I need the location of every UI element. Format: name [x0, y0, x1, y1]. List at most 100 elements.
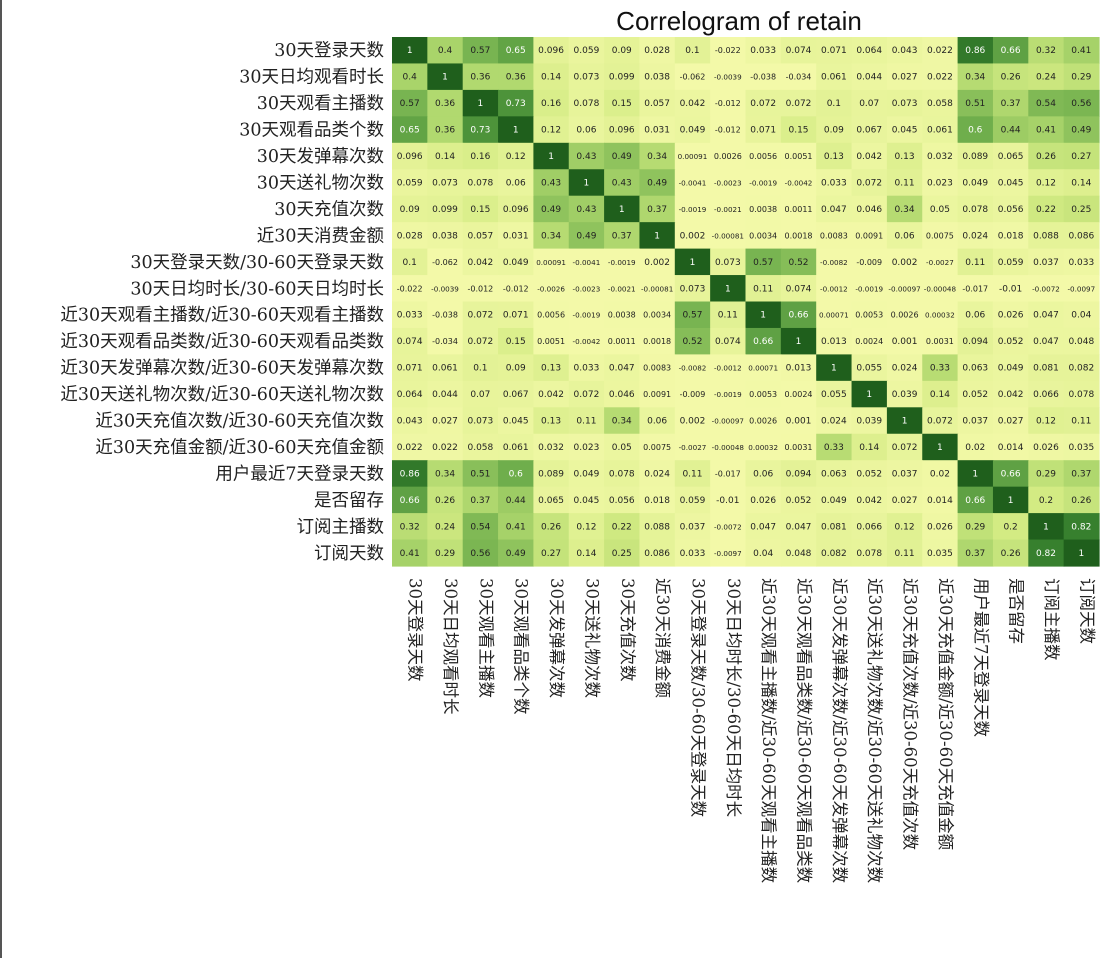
heatmap-cell [745, 433, 782, 461]
heatmap-cell-value: 0.074 [786, 46, 812, 56]
heatmap-cell [816, 460, 853, 488]
heatmap-cell [639, 142, 676, 170]
heatmap-cell-value: 0.11 [965, 258, 985, 268]
heatmap-cell [1028, 275, 1065, 303]
heatmap-cell-value: 0.028 [397, 231, 423, 241]
y-tick-label: 30天登录天数 [274, 41, 384, 61]
heatmap-cell-value: 0.6 [968, 126, 983, 136]
heatmap-cell-value: 0.048 [786, 549, 812, 559]
heatmap-cell [462, 539, 499, 567]
heatmap-cell [427, 142, 464, 170]
heatmap-cell [604, 63, 641, 91]
heatmap-cell [498, 89, 534, 117]
heatmap-cell [462, 275, 499, 303]
heatmap-cell [992, 486, 1029, 514]
heatmap-cell-value: 0.06 [965, 311, 985, 321]
heatmap-cell [886, 142, 923, 170]
y-tick-label: 是否留存 [314, 491, 384, 511]
heatmap-cell-value: 0.074 [715, 337, 741, 347]
heatmap-cell-value: 0.038 [432, 231, 458, 241]
heatmap-cell [674, 407, 711, 435]
heatmap-cell [639, 433, 676, 461]
heatmap-cell [568, 380, 605, 408]
heatmap-cell-value: 0.11 [753, 284, 773, 294]
heatmap-cell [1028, 327, 1065, 355]
heatmap-cell-value: 0.36 [435, 99, 455, 109]
heatmap-cell-value: 0.37 [470, 496, 490, 506]
heatmap-cell [1028, 407, 1065, 435]
heatmap-cell [498, 539, 534, 567]
heatmap-cell-value: -0.0041 [679, 178, 707, 187]
heatmap-cell-value: -0.0039 [431, 284, 459, 293]
heatmap-cell [851, 539, 888, 567]
x-tick-label: 近30天充值金额/近30-60天充值金额 [936, 578, 955, 851]
heatmap-cell [674, 222, 711, 250]
heatmap-cell [674, 354, 711, 382]
heatmap-cell [498, 460, 534, 488]
heatmap-cell [922, 89, 959, 117]
heatmap-cell-value: -0.0082 [820, 258, 848, 267]
heatmap-cell [1028, 116, 1065, 144]
heatmap-cell-value: 0.05 [612, 443, 632, 453]
heatmap-cell [674, 433, 711, 461]
heatmap-cell-value: 0.41 [506, 522, 526, 532]
heatmap-cell-value: -0.009 [680, 390, 706, 399]
heatmap-cell-value: 0.088 [1033, 231, 1059, 241]
heatmap-cell-value: 0.57 [470, 46, 490, 56]
heatmap-cell-value: -0.0023 [573, 284, 601, 293]
heatmap-cell-value: 0.0026 [749, 417, 777, 426]
x-tick-label: 30天日均观看时长 [441, 578, 460, 715]
heatmap-cell-value: 0.049 [574, 469, 600, 479]
heatmap-cell [886, 248, 923, 276]
heatmap-cell-value: 0.086 [644, 549, 670, 559]
heatmap-cell-value: 0.0011 [785, 205, 813, 214]
heatmap-cell [780, 354, 817, 382]
x-tick-label: 订阅天数 [1077, 578, 1096, 645]
heatmap-cell [816, 539, 853, 567]
heatmap-cell-value: 0.037 [1033, 258, 1059, 268]
heatmap-cell [1063, 89, 1100, 117]
y-tick-label: 用户最近7天登录天数 [215, 464, 384, 484]
heatmap-cell [710, 275, 747, 303]
heatmap-cell [462, 169, 499, 197]
heatmap-cell-value: 0.29 [965, 522, 985, 532]
heatmap-cell-value: 0.042 [856, 152, 882, 162]
heatmap-cell-value: -0.0019 [749, 178, 777, 187]
heatmap-cell [992, 169, 1029, 197]
heatmap-cell-value: 1 [1043, 522, 1049, 532]
heatmap-cell [957, 89, 994, 117]
heatmap-cell [533, 116, 570, 144]
heatmap-cell [1063, 407, 1100, 435]
heatmap-cell [992, 222, 1029, 250]
heatmap-cell-value: 0.11 [718, 311, 738, 321]
heatmap-cell-value: -0.0041 [573, 258, 601, 267]
heatmap-cell [1028, 354, 1065, 382]
heatmap-cell [392, 222, 428, 250]
heatmap-cell [745, 460, 782, 488]
heatmap-cell [780, 116, 817, 144]
heatmap-cell-value: 0.1 [685, 46, 699, 56]
heatmap-cell [957, 248, 994, 276]
heatmap-cell-value: 0.00071 [819, 311, 849, 320]
heatmap-cell-value: -0.0019 [855, 284, 883, 293]
heatmap-cell-value: 0.1 [827, 99, 841, 109]
heatmap-cell-value: 0.026 [927, 522, 953, 532]
heatmap-cell [427, 169, 464, 197]
heatmap-cell [851, 433, 888, 461]
heatmap-cell-value: 0.6 [509, 469, 524, 479]
heatmap-cell [1028, 301, 1065, 329]
heatmap-cell-value: 0.089 [538, 469, 564, 479]
heatmap-cell [886, 513, 923, 541]
heatmap-cell [1028, 539, 1065, 567]
heatmap-cell [745, 142, 782, 170]
heatmap-cell [780, 486, 817, 514]
heatmap-cell [710, 116, 747, 144]
heatmap-cell [568, 486, 605, 514]
heatmap-cell-value: 0.34 [895, 205, 915, 215]
heatmap-cell [674, 89, 711, 117]
heatmap-cell-value: 0.37 [1001, 99, 1021, 109]
heatmap-cell [427, 433, 464, 461]
heatmap-cell-value: 0.023 [927, 178, 953, 188]
heatmap-cell [710, 460, 747, 488]
